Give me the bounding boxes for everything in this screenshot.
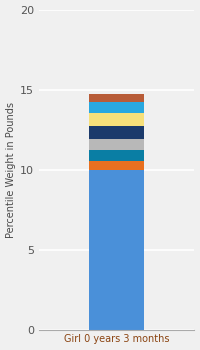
Bar: [89, 139, 144, 150]
Bar: [89, 102, 144, 113]
Bar: [89, 150, 144, 161]
Bar: [89, 161, 144, 169]
Bar: [89, 113, 144, 126]
Y-axis label: Percentile Weight in Pounds: Percentile Weight in Pounds: [6, 102, 16, 238]
Bar: [89, 94, 144, 102]
Bar: [89, 126, 144, 139]
Bar: [89, 169, 144, 330]
